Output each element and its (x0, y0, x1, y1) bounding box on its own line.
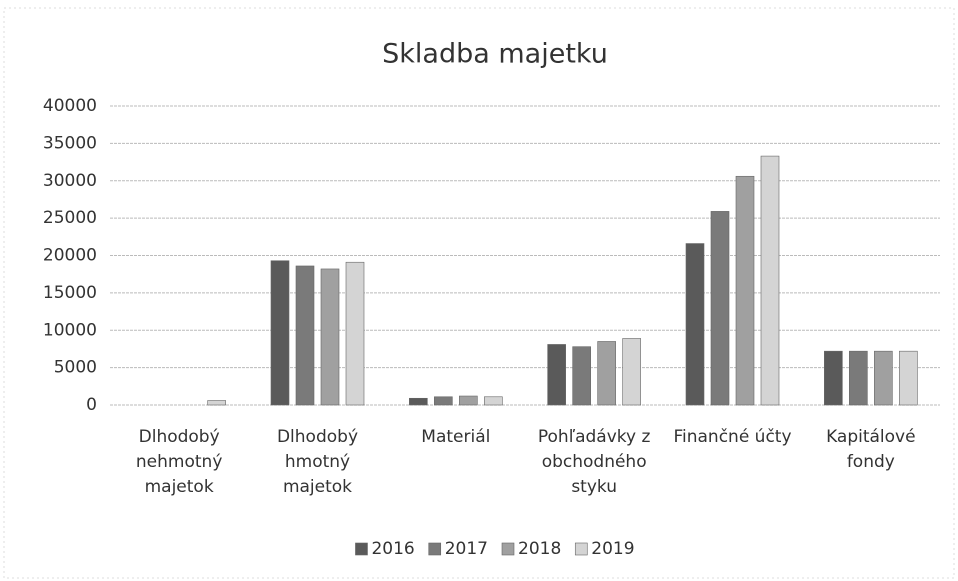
chart-title: Skladba majetku (382, 39, 608, 70)
bar (597, 341, 616, 406)
legend-swatch (355, 542, 368, 556)
y-tick-label: 15000 (43, 283, 97, 303)
bar (622, 338, 641, 406)
bar (710, 211, 730, 406)
bar (409, 397, 428, 406)
x-tick-label: Dlhodobý hmotný majetok (276, 427, 359, 497)
bar (824, 350, 843, 406)
bar (760, 155, 780, 406)
bar (685, 243, 705, 406)
legend-label: 2016 (371, 539, 414, 559)
bar (899, 350, 918, 406)
y-tick-label: 0 (86, 395, 97, 415)
chart-border (3, 7, 955, 579)
bar (735, 175, 755, 406)
x-tick-label: Kapitálové fondy (826, 427, 916, 472)
y-tick-label: 5000 (54, 358, 97, 378)
y-tick-label: 25000 (43, 208, 97, 228)
x-tick-label: Pohľadávky z obchodného styku (537, 427, 651, 497)
bar (547, 344, 566, 406)
x-tick-label: Materiál (421, 427, 491, 447)
bar (345, 261, 365, 406)
y-tick-label: 20000 (43, 246, 97, 266)
legend-swatch (428, 542, 442, 556)
bar (849, 350, 868, 406)
bar (484, 396, 503, 406)
y-tick-label: 30000 (43, 171, 97, 191)
legend-label: 2017 (445, 539, 488, 559)
legend-label: 2019 (591, 539, 634, 559)
x-tick-label: Dlhodobý nehmotný majetok (135, 427, 223, 497)
bar (270, 260, 290, 406)
bar (320, 268, 340, 406)
bar (572, 346, 591, 406)
bar (434, 396, 453, 406)
bar (295, 265, 315, 406)
legend-swatch (501, 542, 515, 556)
y-tick-label: 40000 (43, 96, 97, 116)
legend-swatch (574, 542, 588, 556)
y-tick-label: 10000 (43, 320, 97, 340)
y-tick-label: 35000 (43, 133, 97, 153)
bar (874, 350, 893, 406)
legend-label: 2018 (518, 539, 561, 559)
bar (207, 400, 226, 406)
bar (459, 395, 478, 406)
x-tick-label: Finančné účty (673, 427, 792, 447)
